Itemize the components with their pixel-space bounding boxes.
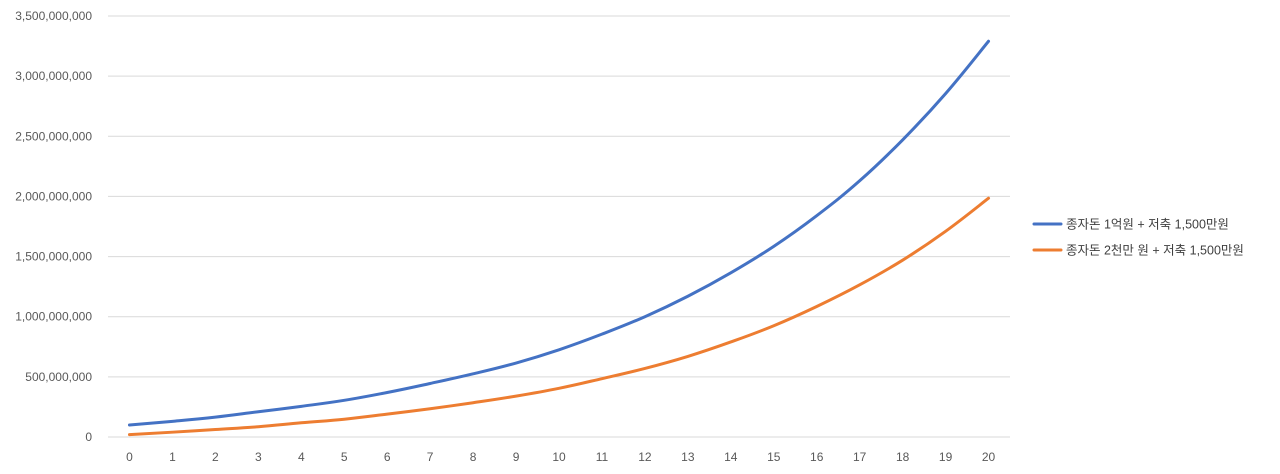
x-tick-label: 15 <box>767 450 781 464</box>
series-line-2 <box>127 196 991 437</box>
x-tick-label: 20 <box>982 450 996 464</box>
gridlines <box>108 15 1010 438</box>
y-tick-label: 500,000,000 <box>25 370 92 384</box>
x-tick-label: 12 <box>638 450 652 464</box>
y-axis-tick-labels: 0 500,000,000 1,000,000,000 1,500,000,000 2,… <box>15 9 92 444</box>
legend-label: 종자돈 2천만 원 + 저축 1,500만원 <box>1066 243 1244 258</box>
x-tick-label: 5 <box>341 450 348 464</box>
x-tick-label: 4 <box>298 450 305 464</box>
x-tick-label: 10 <box>552 450 566 464</box>
y-tick-label: 1,500,000,000 <box>15 250 92 264</box>
y-tick-label: 2,000,000,000 <box>15 189 92 203</box>
x-tick-label: 0 <box>126 450 133 464</box>
x-tick-label: 17 <box>853 450 867 464</box>
x-tick-label: 2 <box>212 450 219 464</box>
y-tick-label: 2,500,000,000 <box>15 129 92 143</box>
x-tick-label: 6 <box>384 450 391 464</box>
series-line-1 <box>127 39 991 427</box>
x-tick-label: 11 <box>596 450 609 464</box>
y-tick-label: 3,500,000,000 <box>15 9 92 23</box>
legend-label: 종자돈 1억원 + 저축 1,500만원 <box>1066 218 1229 232</box>
y-tick-label: 3,000,000,000 <box>15 69 92 83</box>
x-tick-label: 19 <box>939 450 953 464</box>
x-tick-label: 13 <box>681 450 695 464</box>
x-axis-tick-labels: 0 1 2 3 4 5 6 7 8 9 10 11 12 13 14 15 16 17 18 19 20 <box>126 450 995 464</box>
x-tick-label: 18 <box>896 450 910 464</box>
y-tick-label: 1,000,000,000 <box>15 310 92 324</box>
y-tick-label: 0 <box>85 430 92 444</box>
x-tick-label: 7 <box>427 450 434 464</box>
x-tick-label: 3 <box>255 450 262 464</box>
x-tick-label: 1 <box>169 450 176 464</box>
x-tick-label: 8 <box>470 450 477 464</box>
series-lines <box>127 39 991 437</box>
x-tick-label: 16 <box>810 450 824 464</box>
x-tick-label: 9 <box>513 450 520 464</box>
x-tick-label: 14 <box>724 450 738 464</box>
